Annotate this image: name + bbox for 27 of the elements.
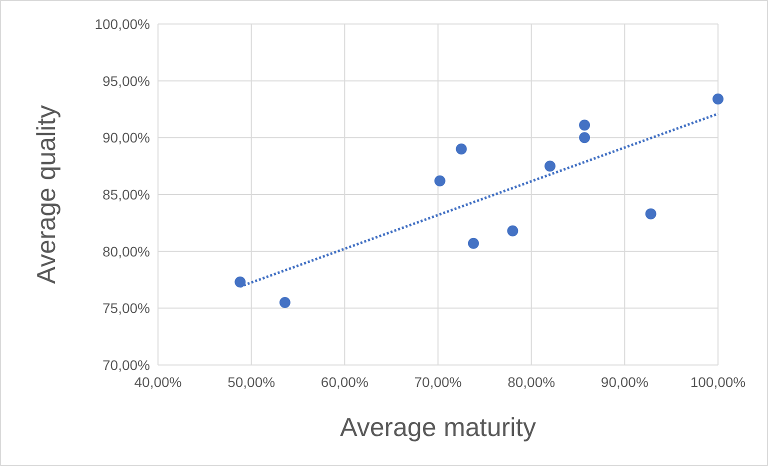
point: [507, 225, 518, 236]
point: [579, 132, 590, 144]
point: [579, 120, 590, 131]
x-tick-label: 50,00%: [228, 374, 276, 390]
x-tick-label: 40,00%: [134, 374, 182, 390]
point: [279, 296, 290, 308]
point: [468, 238, 479, 249]
y-tick-label: 75,00%: [102, 300, 150, 316]
y-tick-label: 100,00%: [94, 16, 150, 32]
x-tick-label: 60,00%: [320, 374, 368, 390]
x-tick-label: 80,00%: [508, 374, 556, 390]
y-tick-label: 90,00%: [102, 130, 150, 146]
x-tick-label: 90,00%: [600, 374, 648, 390]
y-tick-label: 80,00%: [102, 243, 150, 260]
y-tick-label: 95,00%: [102, 72, 150, 89]
point: [456, 144, 467, 155]
point: [712, 94, 724, 105]
y-tick-label: 85,00%: [102, 186, 150, 202]
point: [645, 208, 656, 220]
x-tick-label: 70,00%: [414, 374, 462, 390]
x-axis-title: Average maturity: [340, 412, 536, 442]
y-tick-label: 70,00%: [102, 357, 150, 373]
point: [544, 160, 556, 172]
x-tick-label: 100,00%: [690, 374, 746, 390]
y-axis-title: Average quality: [31, 105, 61, 284]
point: [234, 276, 246, 288]
point: [434, 175, 446, 186]
